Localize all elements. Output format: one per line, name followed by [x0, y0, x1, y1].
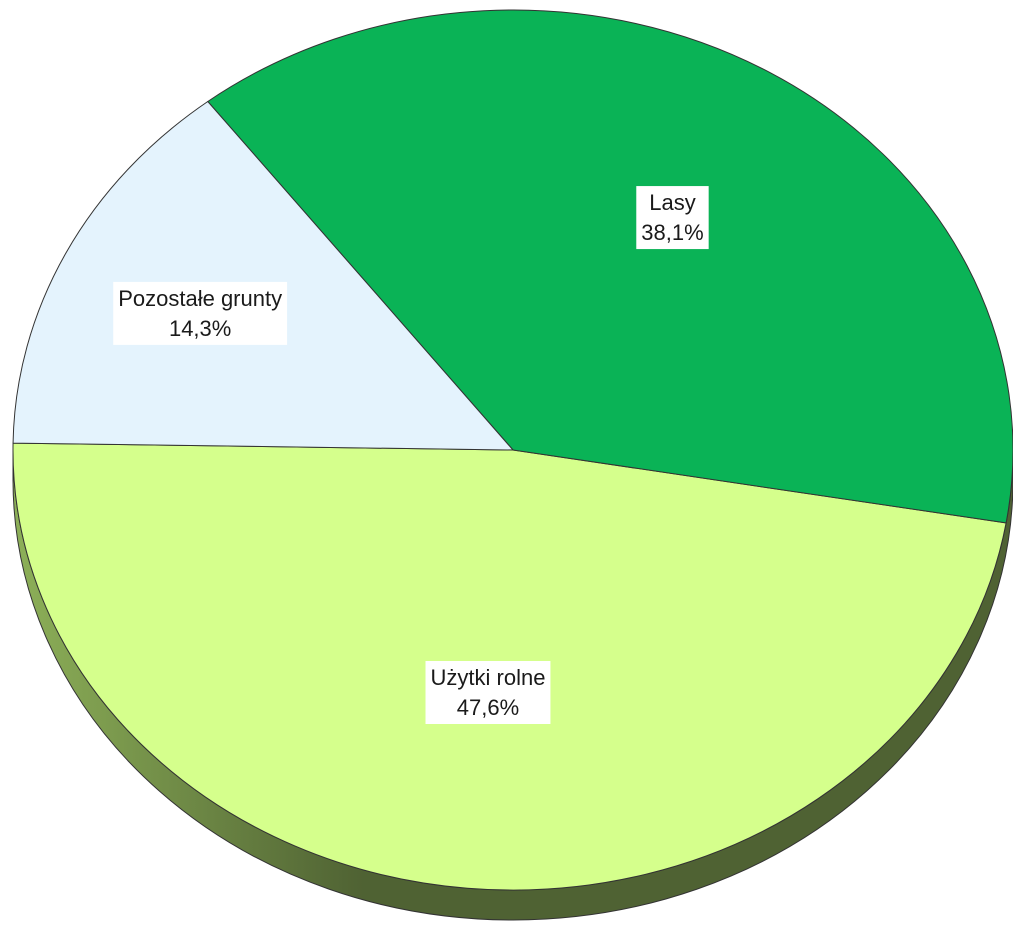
pie-slice-1 [207, 9, 1013, 524]
slice-label-box [425, 661, 551, 724]
slice-percent: 38,1% [641, 220, 703, 245]
slice-label-box [636, 186, 709, 250]
slice-label-box [113, 281, 288, 345]
slice-label-1: Lasy 38,1% [636, 186, 709, 250]
slice-label-2: Pozostałe grunty 14,3% [113, 281, 288, 345]
pie-slice-2 [12, 100, 515, 451]
slice-name: Pozostałe grunty [118, 286, 282, 311]
slice-percent: 14,3% [169, 316, 231, 341]
slice-name: Użytki rolne [431, 665, 546, 690]
slice-name: Lasy [649, 190, 695, 215]
slice-label-0: Użytki rolne 47,6% [425, 661, 551, 724]
pie-labels: Użytki rolne 47,6% Lasy 38,1% Pozostałe grun… [113, 186, 709, 724]
pie-slices [12, 9, 1013, 891]
slice-percent: 47,6% [457, 695, 519, 720]
